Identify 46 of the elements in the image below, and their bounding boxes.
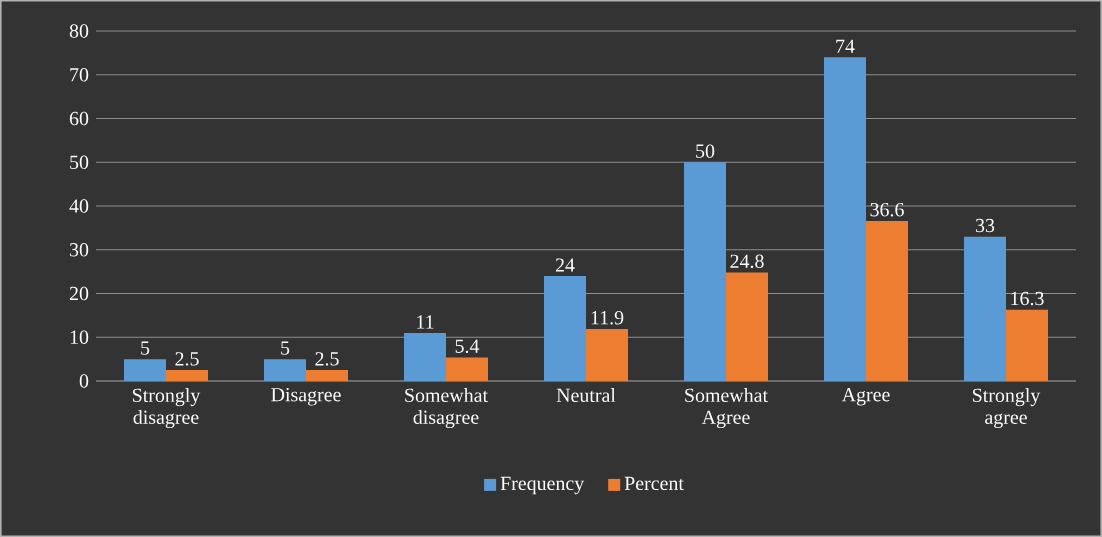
- x-tick-label: Strongly disagree: [133, 388, 201, 429]
- bar: [866, 220, 909, 381]
- data-label: 2.5: [315, 352, 339, 366]
- data-label: 24.8: [730, 254, 764, 269]
- y-tick-label: 10: [70, 330, 89, 344]
- x-tick-label: Disagree: [271, 388, 341, 406]
- y-tick-label: 0: [79, 374, 89, 388]
- bar: [586, 328, 629, 381]
- data-label: 5.4: [455, 339, 480, 353]
- bar: [124, 359, 166, 381]
- data-label: 5: [141, 341, 150, 355]
- data-label: 5: [281, 341, 290, 355]
- y-tick-label: 30: [70, 243, 89, 257]
- y-tick-label: 40: [69, 199, 89, 213]
- y-tick-label: 20: [69, 286, 89, 301]
- bar: [404, 332, 446, 381]
- bar: [824, 57, 867, 381]
- bar: [684, 162, 727, 381]
- bar: [544, 276, 586, 381]
- data-label: 11.9: [591, 311, 624, 325]
- legend-label: Percent: [624, 476, 684, 491]
- bar: [726, 272, 769, 381]
- data-label: 50: [696, 144, 715, 158]
- bar: [1006, 309, 1049, 381]
- data-label: 33: [976, 218, 995, 233]
- bar: [166, 370, 208, 381]
- y-tick-label: 70: [70, 68, 89, 82]
- x-tick-label: Strongly agree: [973, 388, 1041, 429]
- data-label: 24: [555, 258, 575, 272]
- x-tick-label: Neutral: [556, 388, 616, 403]
- data-label: 16.3: [1011, 291, 1044, 306]
- data-label: 2.5: [175, 352, 199, 366]
- x-tick-label: Somewhat disagree: [405, 388, 488, 429]
- bar: [446, 357, 488, 381]
- x-tick-label: Somewhat Agree: [685, 388, 768, 429]
- legend-label: Frequency: [500, 476, 585, 495]
- data-label: 74: [836, 39, 855, 53]
- y-tick-label: 50: [70, 155, 89, 169]
- bar: [306, 370, 348, 381]
- bar: [264, 359, 306, 381]
- y-tick-label: 80: [69, 24, 89, 38]
- x-tick-label: Agree: [841, 388, 890, 406]
- y-tick-label: 60: [69, 111, 89, 126]
- data-label: 11: [417, 315, 434, 329]
- bar: [964, 236, 1007, 381]
- data-label: 36.6: [870, 203, 904, 217]
